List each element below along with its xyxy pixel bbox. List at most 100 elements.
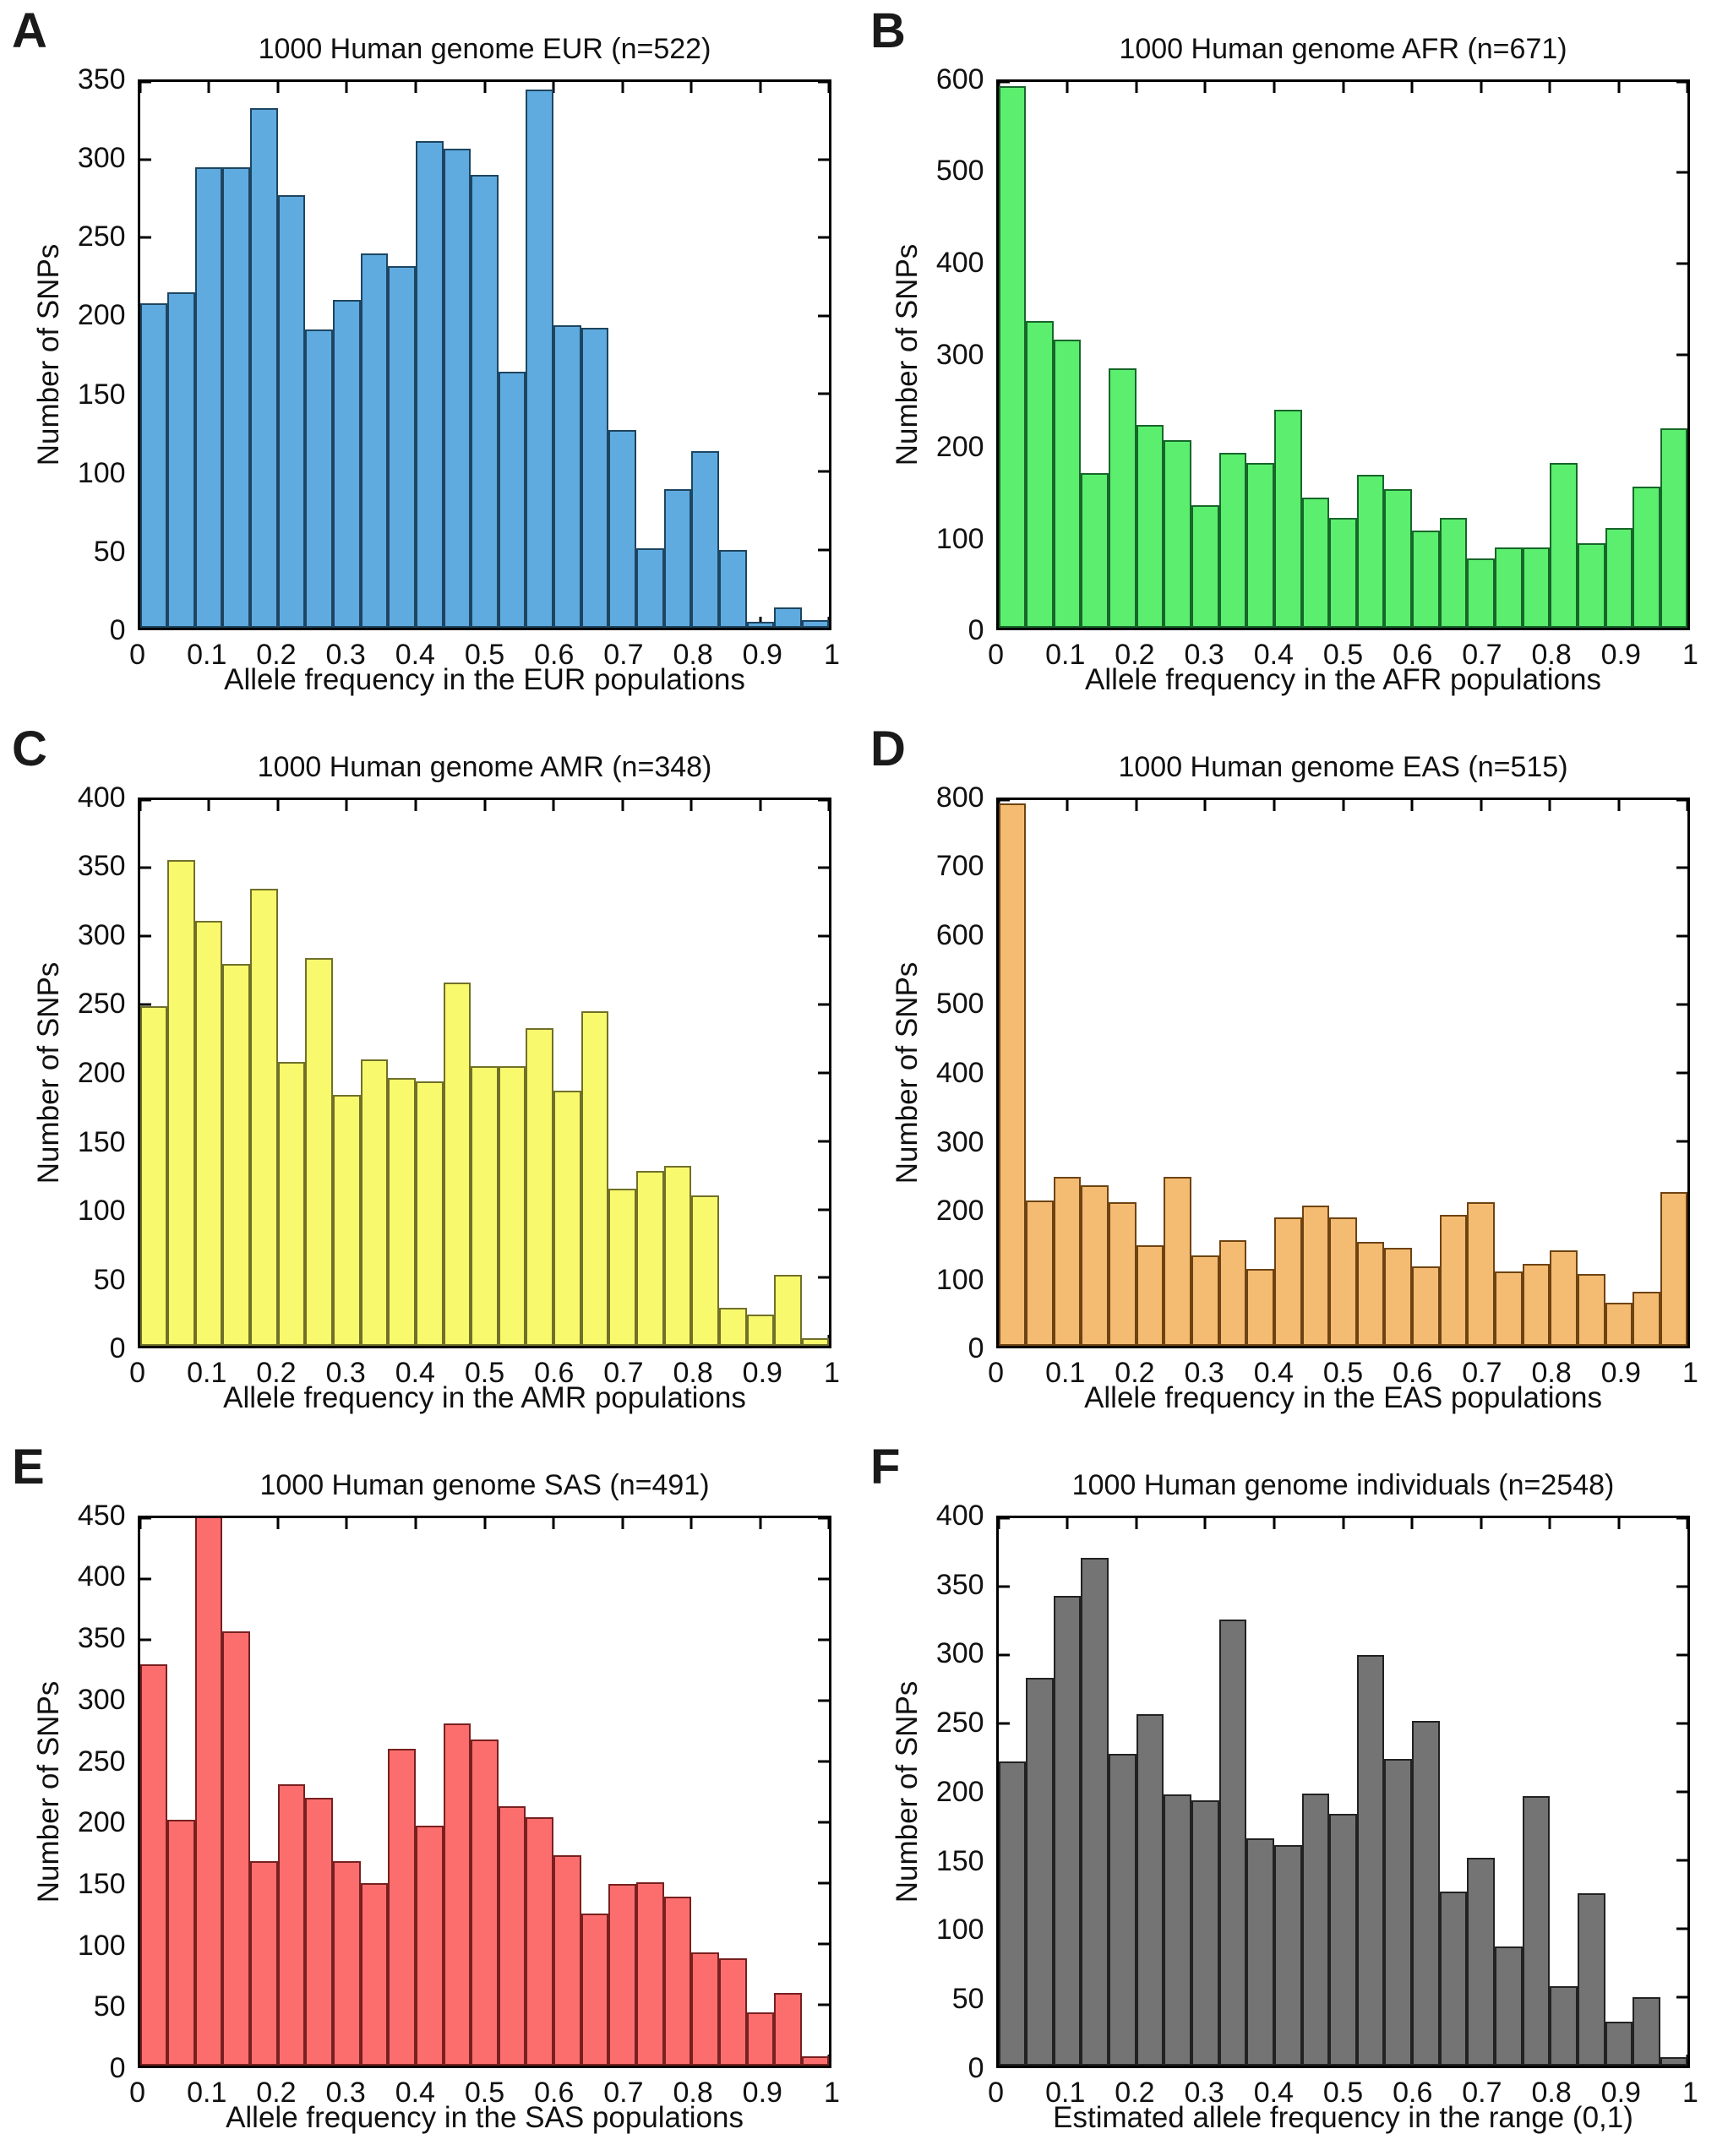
x-tick-mark [827, 1517, 831, 1529]
x-tick-mark [414, 799, 417, 811]
y-tick-label: 700 [935, 850, 984, 883]
histogram-bar [691, 451, 719, 629]
x-tick-label: 0.1 [1045, 639, 1086, 672]
y-tick-mark [1676, 1140, 1688, 1143]
histogram-bar [1384, 1247, 1413, 1347]
x-tick-mark [1135, 799, 1138, 811]
histogram-bar [718, 1308, 747, 1347]
histogram-bar [1412, 530, 1440, 629]
y-tick-label: 200 [77, 1056, 126, 1089]
y-tick-label: 800 [935, 781, 984, 814]
histogram-bar [746, 2012, 775, 2066]
histogram-bar [1191, 504, 1219, 629]
histogram-bar [498, 1065, 526, 1347]
x-tick-label: 0.8 [1531, 639, 1572, 672]
panel-a: A 1000 Human genome EUR (n=522) Number o… [0, 0, 858, 718]
panel-letter-f: F [870, 1440, 901, 1494]
histogram-bar [1439, 1215, 1468, 1347]
histogram-bar [746, 621, 775, 629]
histogram-bar [1191, 1799, 1219, 2066]
y-tick-mark [998, 2064, 1010, 2067]
x-tick-mark [690, 799, 693, 811]
x-tick-label: 0.7 [603, 2077, 644, 2110]
x-tick-mark [997, 1517, 1000, 1529]
histogram-bar [1191, 1255, 1219, 1347]
histogram-bar [139, 1663, 168, 2066]
histogram-bar [1081, 1184, 1109, 1347]
x-tick-label: 0.7 [1462, 639, 1502, 672]
x-tick-label: 0.5 [464, 2077, 505, 2110]
histogram-bar [1412, 1266, 1440, 1347]
panel-f: F 1000 Human genome individuals (n=2548)… [858, 1436, 1717, 2156]
chart-title-c: 1000 Human genome AMR (n=348) [257, 751, 712, 784]
x-tick-label: 0.5 [464, 1357, 505, 1390]
histogram-bar [581, 328, 609, 629]
histogram-bar [1495, 1946, 1523, 2066]
y-tick-mark [818, 470, 830, 473]
x-tick-mark [1548, 799, 1551, 811]
x-tick-label: 1 [1682, 639, 1698, 672]
x-tick-mark [1410, 1517, 1414, 1529]
x-tick-mark [1686, 617, 1689, 629]
histogram-bar [663, 488, 692, 629]
x-tick-label: 0.8 [1531, 2077, 1572, 2110]
histogram-bar [277, 1061, 306, 1347]
panel-d: D 1000 Human genome EAS (n=515) Number o… [858, 718, 1717, 1436]
y-tick-label: 0 [968, 1332, 984, 1365]
histogram-bar [471, 1065, 499, 1347]
y-tick-mark [818, 80, 830, 83]
histogram-bar [1273, 1217, 1302, 1347]
x-tick-label: 0.7 [1462, 1357, 1502, 1390]
histogram-bar [1356, 475, 1385, 629]
y-tick-label: 300 [935, 1637, 984, 1670]
histogram-bar [1301, 498, 1330, 629]
y-tick-mark [1676, 2064, 1688, 2067]
y-tick-label: 0 [109, 614, 126, 647]
y-tick-label: 100 [935, 522, 984, 555]
histogram-bar [443, 1723, 471, 2066]
x-tick-label: 0.3 [1184, 1357, 1224, 1390]
histogram-bar [1273, 409, 1302, 629]
x-tick-mark [759, 799, 762, 811]
histogram-bar [774, 1992, 802, 2066]
histogram-bar [1522, 1795, 1551, 2066]
y-tick-mark [998, 798, 1010, 801]
x-tick-label: 0.7 [603, 1357, 644, 1390]
y-tick-mark [1676, 353, 1688, 357]
x-tick-label: 1 [824, 639, 840, 672]
y-tick-label: 200 [77, 1806, 126, 1839]
x-tick-mark [1686, 81, 1689, 93]
x-tick-mark [1548, 1517, 1551, 1529]
x-tick-label: 0.1 [1045, 2077, 1086, 2110]
histogram-bar [1467, 1201, 1495, 1347]
y-tick-label: 300 [77, 1683, 126, 1716]
x-tick-mark [1066, 799, 1069, 811]
histogram-bar [1053, 339, 1082, 629]
y-tick-label: 250 [77, 220, 126, 253]
y-tick-label: 200 [77, 299, 126, 332]
histogram-bar [1439, 517, 1468, 629]
y-tick-label: 350 [77, 850, 126, 883]
x-axis-label-b: Allele frequency in the AFR populations [1085, 663, 1601, 697]
x-tick-mark [1617, 81, 1621, 93]
x-tick-mark [552, 1517, 555, 1529]
y-axis-label-a: Number of SNPs [32, 243, 65, 466]
histogram-bar [250, 888, 278, 1347]
histogram-bar [608, 1189, 636, 1347]
x-tick-label: 0.1 [187, 1357, 227, 1390]
y-tick-label: 350 [935, 1568, 984, 1601]
x-tick-label: 0.3 [325, 2077, 366, 2110]
x-tick-mark [414, 81, 417, 93]
histogram-bar [305, 1798, 333, 2066]
histogram-bar [608, 1884, 636, 2066]
histogram-bar [333, 1861, 361, 2066]
y-tick-mark [818, 1942, 830, 1946]
x-axis-label-a: Allele frequency in the EUR populations [224, 663, 745, 697]
histogram-bar [194, 1517, 223, 2066]
x-tick-label: 0.3 [1184, 2077, 1224, 2110]
histogram-bar [333, 300, 361, 629]
histogram-bar [998, 1761, 1027, 2066]
y-tick-mark [1676, 1585, 1688, 1588]
histogram-bar [553, 1090, 581, 1347]
x-tick-mark [1480, 81, 1483, 93]
